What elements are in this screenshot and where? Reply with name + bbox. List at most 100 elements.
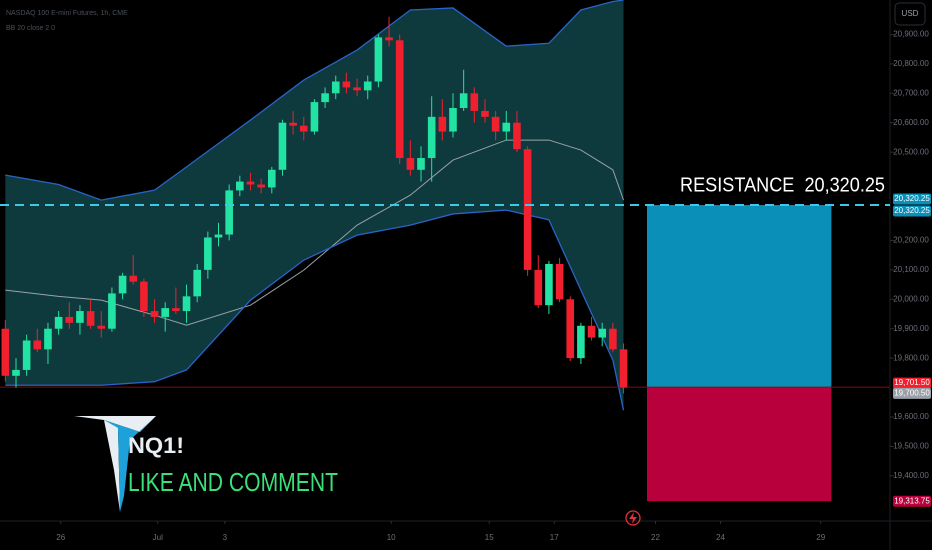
price-label: 20,320.25: [894, 206, 930, 215]
candle-body: [236, 181, 244, 191]
y-tick-label: 20,600.00: [893, 118, 929, 127]
candle-body: [33, 340, 42, 350]
candle-body: [299, 125, 308, 132]
candle-body: [406, 158, 415, 170]
candle-body: [118, 275, 127, 294]
candle-body: [129, 275, 138, 282]
x-tick-label: 10: [387, 533, 396, 542]
candle-body: [65, 316, 74, 323]
currency[interactable]: USD: [902, 9, 919, 18]
candle-body: [417, 158, 425, 170]
candle-body: [22, 340, 31, 370]
brand-symbol: NQ1!: [128, 433, 184, 458]
candle-body: [555, 263, 564, 300]
candle-body: [587, 325, 596, 338]
candle-body: [619, 349, 628, 388]
candle-body: [577, 325, 585, 359]
plot-area: [0, 0, 890, 502]
candle-body: [374, 37, 383, 82]
candle-body: [598, 328, 607, 338]
y-tick-label: 19,500.00: [893, 442, 929, 451]
replay-icon[interactable]: [625, 510, 641, 526]
band-lower: [5, 209, 625, 411]
candle-body: [609, 328, 617, 350]
candle-body: [395, 40, 404, 159]
candle-body: [278, 122, 287, 170]
candle-body: [246, 181, 255, 185]
y-tick-label: 20,900.00: [893, 30, 929, 39]
y-tick-label: 20,200.00: [893, 236, 929, 245]
candle-body: [257, 184, 265, 188]
candle-body: [182, 296, 191, 312]
y-tick-label: 19,400.00: [893, 471, 929, 480]
brand-call: LIKE AND COMMENT: [128, 467, 338, 497]
price-label: 19,700.50: [894, 389, 930, 398]
candle-body: [331, 81, 340, 94]
candle-body: [267, 169, 276, 188]
candle-body: [97, 325, 106, 329]
x-tick-label: 15: [485, 533, 494, 542]
candle-body: [321, 93, 329, 103]
price-label: 20,320.25: [894, 194, 930, 203]
candle-body: [86, 311, 95, 326]
candle-body: [353, 87, 361, 91]
candle-body: [193, 269, 201, 297]
candle-body: [44, 328, 52, 350]
band-upper: [5, 0, 624, 201]
candle-body: [491, 116, 500, 132]
candle-body: [481, 110, 489, 117]
candle-body: [449, 108, 457, 132]
price-label-box: [893, 377, 931, 389]
resistance-label: RESISTANCE 20,320.25: [680, 174, 885, 196]
candle-body: [427, 116, 436, 159]
x-tick-label: 3: [223, 533, 228, 542]
candle-body: [204, 237, 212, 270]
y-tick-label: 19,600.00: [893, 412, 929, 421]
candle-body: [289, 122, 297, 126]
y-tick-label: 20,000.00: [893, 294, 929, 303]
candle-body: [534, 269, 543, 306]
y-tick-label: 19,900.00: [893, 324, 929, 333]
candle-body: [502, 122, 511, 132]
candle-body: [161, 308, 170, 317]
target-zone: [646, 205, 832, 388]
candle-body: [363, 81, 372, 91]
candle-body: [108, 293, 116, 329]
x-tick-label: Jul: [153, 533, 163, 542]
legend-title: NASDAQ 100 E-mini Futures, 1h, CME: [6, 10, 128, 17]
x-tick-label: 22: [651, 533, 660, 542]
band-middle: [5, 139, 625, 326]
candle-body: [140, 281, 148, 312]
y-tick-label: 20,700.00: [893, 88, 929, 97]
y-tick-label: 20,500.00: [893, 147, 929, 156]
y-tick-label: 20,100.00: [893, 265, 929, 274]
candle-body: [566, 299, 575, 359]
candle-body: [225, 190, 233, 235]
candle-body: [12, 369, 20, 376]
candle-body: [76, 311, 84, 323]
candle-body: [438, 116, 447, 132]
price-label-box: [893, 495, 931, 507]
price-label-box: [893, 205, 931, 217]
price-label-box: [893, 387, 931, 399]
logo: [74, 416, 156, 512]
x-tick-label: 24: [716, 533, 725, 542]
band-fill: [5, 0, 624, 411]
candle-body: [342, 81, 351, 88]
x-tick-label: 26: [56, 533, 65, 542]
stop-zone: [646, 387, 832, 502]
candle-body: [214, 234, 223, 238]
price-label-box: [893, 193, 931, 205]
y-tick-label: 20,800.00: [893, 59, 929, 68]
candle-body: [523, 149, 532, 270]
candle-body: [172, 308, 180, 312]
x-tick-label: 29: [816, 533, 825, 542]
currency-box[interactable]: [894, 2, 926, 26]
price-label: 19,313.75: [894, 496, 930, 505]
x-tick-label: 17: [550, 533, 559, 542]
candle-body: [513, 122, 521, 150]
candle-body: [310, 102, 319, 132]
candle-body: [459, 93, 468, 109]
y-tick-label: 19,800.00: [893, 353, 929, 362]
